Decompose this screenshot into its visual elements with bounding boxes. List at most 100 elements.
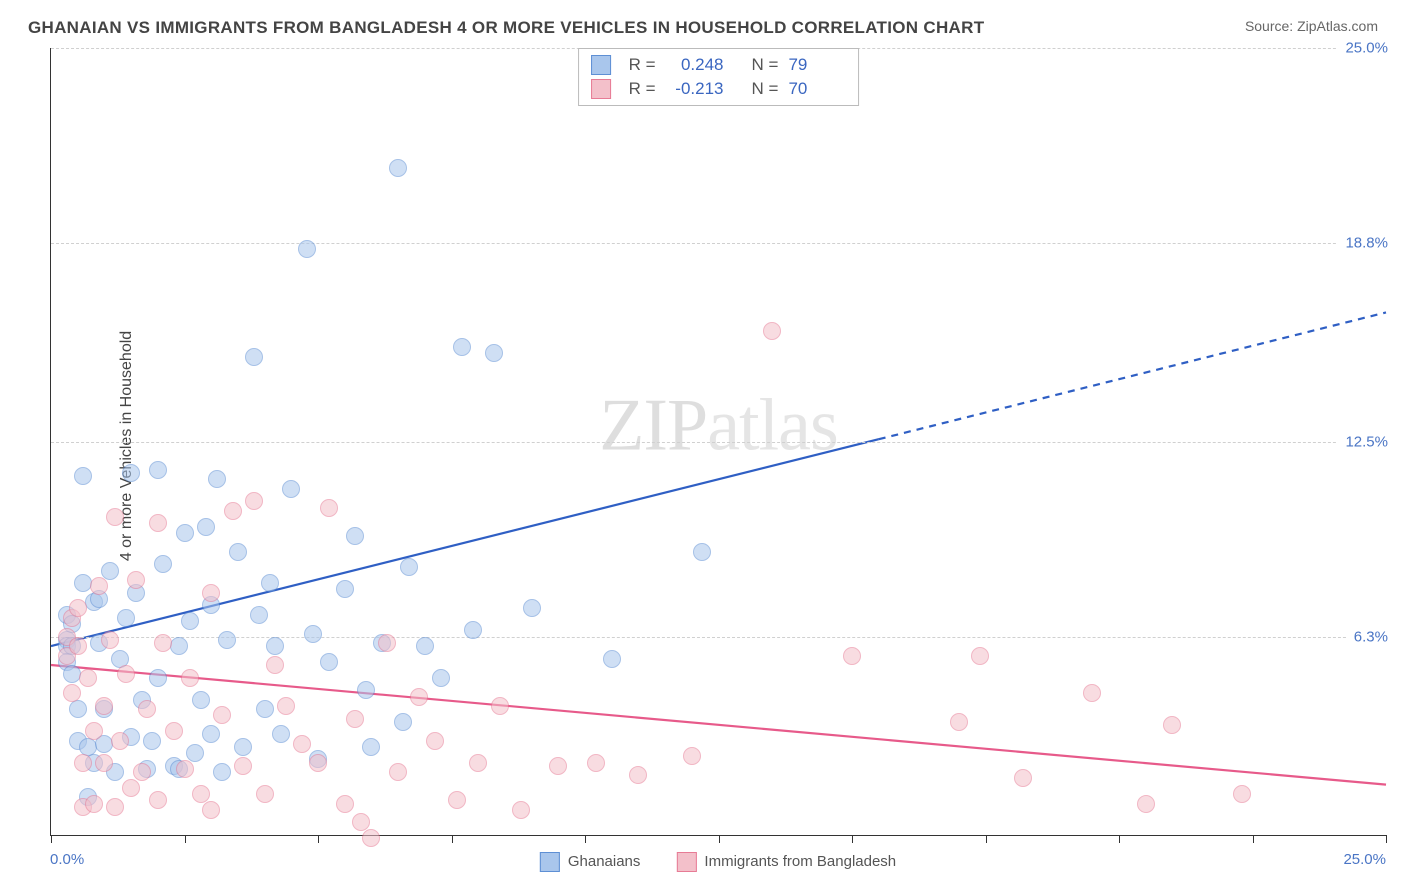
point-series-2 xyxy=(165,722,183,740)
point-series-2 xyxy=(763,322,781,340)
x-tick xyxy=(51,835,52,843)
point-series-1 xyxy=(256,700,274,718)
point-series-2 xyxy=(133,763,151,781)
point-series-1 xyxy=(181,612,199,630)
point-series-2 xyxy=(181,669,199,687)
point-series-2 xyxy=(79,669,97,687)
point-series-1 xyxy=(282,480,300,498)
point-series-1 xyxy=(266,637,284,655)
point-series-2 xyxy=(138,700,156,718)
r-label-1: R = xyxy=(629,55,656,75)
n-value-1: 79 xyxy=(788,55,846,75)
point-series-1 xyxy=(320,653,338,671)
stats-legend-box: R = 0.248 N = 79 R = -0.213 N = 70 xyxy=(578,48,860,106)
source-prefix: Source: xyxy=(1245,18,1297,34)
point-series-1 xyxy=(298,240,316,258)
point-series-1 xyxy=(122,464,140,482)
trend-line xyxy=(51,439,879,646)
point-series-1 xyxy=(245,348,263,366)
point-series-1 xyxy=(213,763,231,781)
point-series-2 xyxy=(202,801,220,819)
point-series-2 xyxy=(127,571,145,589)
chart-plot-area: ZIPatlas R = 0.248 N = 79 R = -0.213 N =… xyxy=(50,48,1386,836)
point-series-1 xyxy=(261,574,279,592)
point-series-1 xyxy=(149,669,167,687)
point-series-2 xyxy=(389,763,407,781)
legend-label: Immigrants from Bangladesh xyxy=(704,853,896,870)
point-series-1 xyxy=(117,609,135,627)
r-value-1: 0.248 xyxy=(666,55,724,75)
point-series-1 xyxy=(416,637,434,655)
x-tick xyxy=(986,835,987,843)
point-series-2 xyxy=(106,508,124,526)
point-series-2 xyxy=(213,706,231,724)
y-tick-label: 25.0% xyxy=(1337,40,1388,57)
point-series-2 xyxy=(149,791,167,809)
point-series-2 xyxy=(256,785,274,803)
point-series-2 xyxy=(69,599,87,617)
gridline xyxy=(51,442,1386,443)
point-series-2 xyxy=(1137,795,1155,813)
point-series-2 xyxy=(63,684,81,702)
point-series-2 xyxy=(1014,769,1032,787)
point-series-2 xyxy=(176,760,194,778)
point-series-2 xyxy=(202,584,220,602)
y-tick-label: 6.3% xyxy=(1346,628,1388,645)
point-series-1 xyxy=(389,159,407,177)
point-series-2 xyxy=(95,697,113,715)
point-series-2 xyxy=(111,732,129,750)
point-series-1 xyxy=(394,713,412,731)
point-series-1 xyxy=(202,725,220,743)
point-series-1 xyxy=(208,470,226,488)
point-series-2 xyxy=(512,801,530,819)
point-series-1 xyxy=(362,738,380,756)
point-series-1 xyxy=(693,543,711,561)
point-series-2 xyxy=(74,754,92,772)
point-series-1 xyxy=(101,562,119,580)
point-series-2 xyxy=(85,722,103,740)
x-tick xyxy=(318,835,319,843)
watermark-bold: ZIP xyxy=(599,384,707,466)
point-series-2 xyxy=(293,735,311,753)
n-label-2: N = xyxy=(752,79,779,99)
point-series-1 xyxy=(229,543,247,561)
point-series-2 xyxy=(95,754,113,772)
point-series-2 xyxy=(1083,684,1101,702)
point-series-1 xyxy=(346,527,364,545)
point-series-2 xyxy=(69,637,87,655)
x-tick xyxy=(1253,835,1254,843)
point-series-1 xyxy=(603,650,621,668)
point-series-2 xyxy=(149,514,167,532)
x-tick xyxy=(852,835,853,843)
point-series-1 xyxy=(218,631,236,649)
point-series-2 xyxy=(1233,785,1251,803)
point-series-1 xyxy=(304,625,322,643)
trend-line xyxy=(879,312,1386,439)
x-axis-max-label: 25.0% xyxy=(1343,851,1386,868)
point-series-2 xyxy=(122,779,140,797)
legend-label: Ghanaians xyxy=(568,853,641,870)
point-series-2 xyxy=(950,713,968,731)
x-tick xyxy=(1119,835,1120,843)
point-series-2 xyxy=(320,499,338,517)
point-series-2 xyxy=(154,634,172,652)
point-series-1 xyxy=(336,580,354,598)
watermark-thin: atlas xyxy=(707,384,838,466)
point-series-2 xyxy=(336,795,354,813)
point-series-1 xyxy=(176,524,194,542)
point-series-2 xyxy=(106,798,124,816)
point-series-1 xyxy=(154,555,172,573)
y-tick-label: 18.8% xyxy=(1337,235,1388,252)
point-series-1 xyxy=(357,681,375,699)
point-series-2 xyxy=(426,732,444,750)
point-series-2 xyxy=(192,785,210,803)
legend-swatch xyxy=(676,852,696,872)
r-value-2: -0.213 xyxy=(666,79,724,99)
legend-swatch xyxy=(540,852,560,872)
point-series-2 xyxy=(378,634,396,652)
point-series-1 xyxy=(197,518,215,536)
point-series-1 xyxy=(149,461,167,479)
point-series-2 xyxy=(448,791,466,809)
swatch-series-1 xyxy=(591,55,611,75)
point-series-1 xyxy=(485,344,503,362)
